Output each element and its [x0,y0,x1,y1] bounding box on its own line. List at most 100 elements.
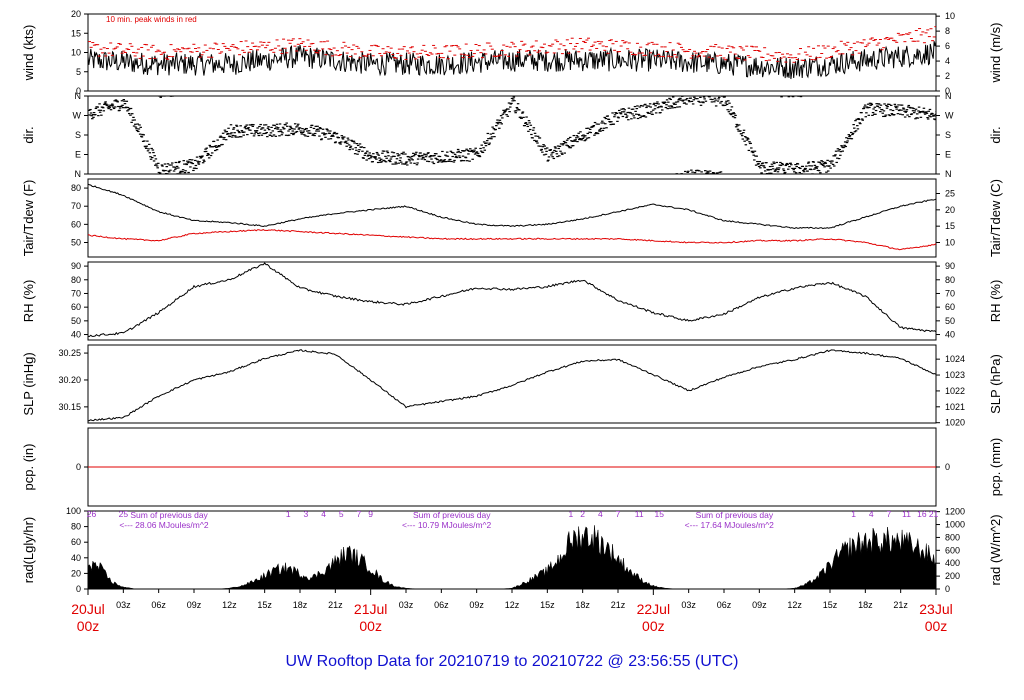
y-axis-title-right: dir. [988,126,1003,143]
y-tick-label-left: 60 [71,219,81,229]
y-tick-label-right: 800 [945,532,960,542]
y-tick-label-right: N [945,91,952,101]
y-tick-label-right: 15 [945,221,955,231]
day-label-date: 20Jul [71,601,104,617]
x-tick-label: 09z [752,600,767,610]
y-tick-label-right: 70 [945,288,955,298]
radiation-hour-number: 5 [339,509,344,519]
radiation-sum-label: Sum of previous day [696,510,774,520]
y-tick-label-right: 1021 [945,402,965,412]
day-label-date: 21Jul [354,601,387,617]
y-tick-label-left: 20 [71,568,81,578]
y-tick-label-right: 4 [945,56,950,66]
radiation-hour-number: 4 [598,509,603,519]
y-tick-label-left: 30.15 [58,402,81,412]
y-tick-label-right: 20 [945,205,955,215]
y-tick-label-left: 80 [71,275,81,285]
y-axis-title-left: pcp. (in) [21,444,36,491]
x-tick-label: 21z [611,600,626,610]
radiation-hour-number: 9 [368,509,373,519]
radiation-hour-number: 26 [87,509,97,519]
radiation-hour-number: 11 [902,509,911,519]
panel-rad: 020406080100020040060080010001200rad(Lgl… [21,506,1003,594]
y-tick-label-left: 40 [71,330,81,340]
radiation-hour-number: 1 [569,509,574,519]
radiation-sum-label: Sum of previous day [130,510,208,520]
y-axis-title-right: Tair/Tdew (C) [988,179,1003,257]
day-label-time: 00z [77,618,100,634]
radiation-sum-value: <--- 10.79 MJoules/m^2 [402,520,492,530]
y-axis-title-left: dir. [21,126,36,143]
panel-annotation: 10 min. peak winds in red [106,15,197,24]
y-axis-title-left: RH (%) [21,280,36,323]
y-tick-label-right: 1023 [945,370,965,380]
y-tick-label-right: 1024 [945,354,965,364]
series-group [88,96,936,174]
radiation-hour-number: 15 [654,509,664,519]
x-tick-label: 03z [116,600,131,610]
x-tick-label: 21z [893,600,908,610]
y-tick-label-left: 60 [71,302,81,312]
y-tick-label-left: 60 [71,537,81,547]
panel-slp: 30.15 30.20 30.25 1020 1021 1022 1023 1024 SLP (… [21,344,1003,428]
y-axis-title-right: SLP (hPa) [988,354,1003,414]
x-tick-label: 12z [222,600,237,610]
y-tick-label-right: 60 [945,302,955,312]
y-tick-label-right: 1200 [945,507,965,517]
y-tick-label-right: 1000 [945,520,965,530]
radiation-hour-number: 16 [917,509,927,519]
y-tick-label-left: 20 [71,9,81,19]
chart-title: UW Rooftop Data for 20210719 to 20210722… [286,653,739,670]
y-axis-title-left: SLP (inHg) [21,352,36,415]
x-tick-label: 03z [399,600,414,610]
panel-rh: 40 50 60 70 80 90 40 50 60 70 80 90 RH (%) RH (%) [21,261,1003,341]
series-SLP [88,349,936,422]
y-tick-label-left: 80 [71,522,81,532]
y-tick-label-left: 70 [71,288,81,298]
y-tick-label-left: 0 [76,86,81,96]
time-axis: 03z 06z 09z 12z 15z 18z 21z 03z 06z 09z 12z 15z 18z 2… [71,589,953,634]
y-axis-title-left: rad(Lgly/hr) [21,517,36,583]
series-group [88,262,936,338]
y-axis-title-right: pcp. (mm) [988,438,1003,497]
y-tick-label-right: 0 [945,462,950,472]
radiation-sum-value: <--- 28.06 MJoules/m^2 [119,520,209,530]
radiation-sum-label: Sum of previous day [413,510,491,520]
series-direction [88,96,936,174]
radiation-hour-number: 2 [580,509,585,519]
y-tick-label-left: E [75,150,81,160]
y-axis-title-right: rad (W/m^2) [988,514,1003,585]
y-tick-label-right: 2 [945,71,950,81]
y-tick-label-right: W [945,111,954,121]
series-RH [88,262,936,338]
series-group [88,26,936,80]
panel-temp: 50 60 70 80 10 15 20 25 Tair/Tdew (F) Tair/Tdew (… [21,178,1003,258]
y-tick-label-right: 6 [945,41,950,51]
y-tick-label-left: 30.20 [58,375,81,385]
panel-frame [87,13,937,92]
x-tick-label: 03z [681,600,696,610]
panel-wind: 0 5 10 15 20 0 2 4 6 8 10 wind (kts) wind (m/s) 10 mi… [21,9,1003,96]
radiation-hour-number: 1 [851,509,856,519]
x-tick-label: 18z [575,600,590,610]
y-tick-label-right: 10 [945,11,955,21]
x-tick-label: 06z [151,600,166,610]
y-tick-label-left: 70 [71,201,81,211]
y-tick-label-right: 10 [945,237,955,247]
x-tick-label: 15z [823,600,838,610]
panel-frame [87,510,937,590]
y-tick-label-left: 0 [76,584,81,594]
radiation-hour-number: 7 [616,509,621,519]
y-tick-label-left: 80 [71,183,81,193]
y-tick-label-right: 1022 [945,386,965,396]
y-tick-label-left: S [75,130,81,140]
y-tick-label-left: 10 [71,48,81,58]
y-tick-label-right: 400 [945,558,960,568]
y-tick-label-right: 0 [945,86,950,96]
y-tick-label-left: 50 [71,237,81,247]
y-tick-label-left: 15 [71,28,81,38]
series-radiation [88,525,936,589]
day-label-time: 00z [359,618,382,634]
